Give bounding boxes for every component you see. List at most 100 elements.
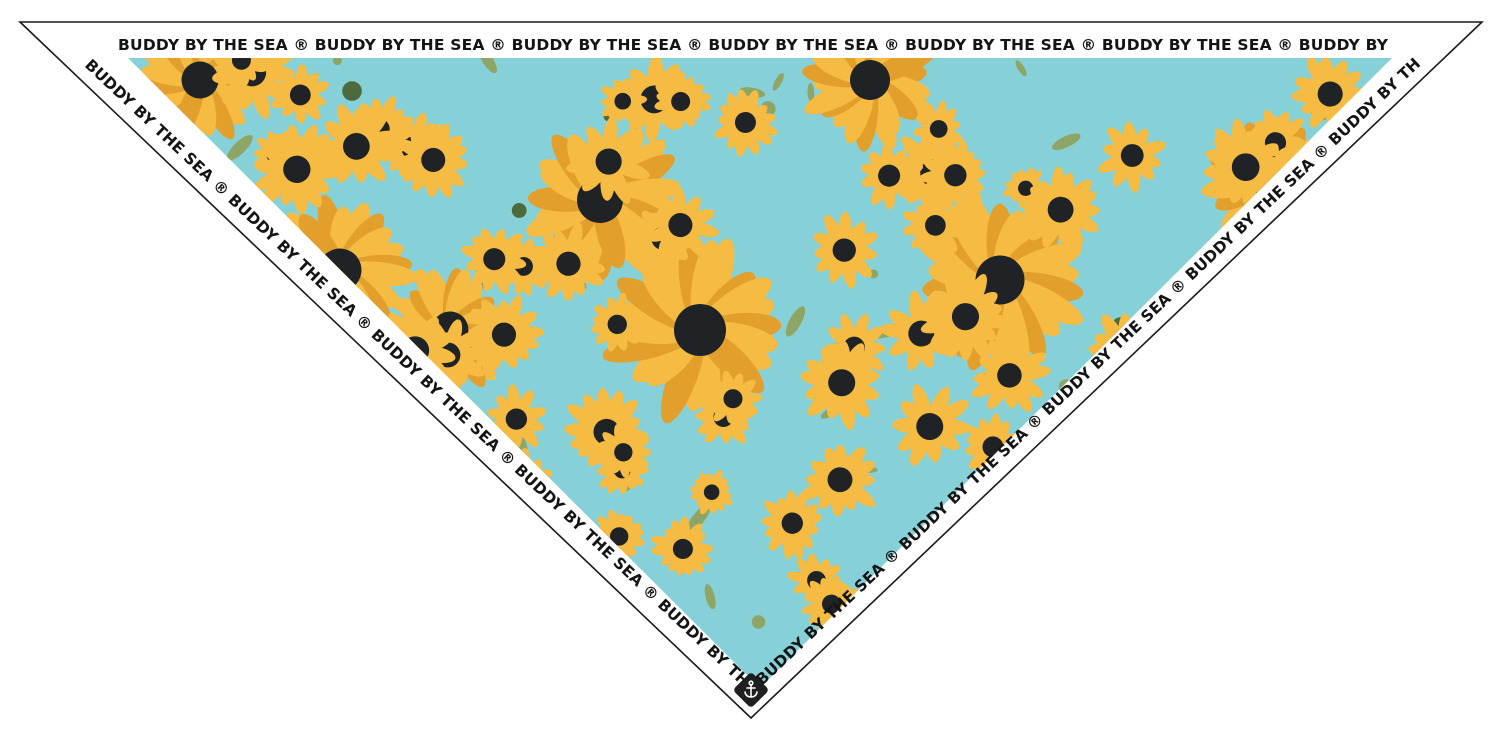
flower: [1085, 524, 1173, 611]
leaf: [250, 306, 274, 316]
flower: [471, 295, 545, 371]
leaf: [704, 584, 716, 610]
flower: [1019, 166, 1100, 253]
flower: [1171, 380, 1234, 445]
leaf: [1364, 459, 1392, 478]
flower: [566, 116, 654, 204]
leaf-dot: [1341, 549, 1353, 561]
leaf-dot: [1189, 516, 1209, 536]
flower: [644, 186, 720, 260]
flower: [456, 548, 523, 613]
leaf: [261, 350, 274, 363]
leaf: [421, 463, 431, 491]
leaf: [1237, 338, 1251, 366]
flower: [1102, 625, 1181, 688]
leaf-dot: [1288, 332, 1302, 346]
flower: [1105, 470, 1171, 536]
leaf: [193, 513, 220, 526]
flower: [131, 507, 212, 582]
flower: [283, 478, 344, 539]
flower: [439, 501, 524, 587]
leaf-dot: [607, 612, 626, 631]
leaf: [1246, 461, 1258, 492]
leaf-dot: [410, 439, 430, 460]
flower: [197, 484, 264, 555]
flower: [500, 611, 557, 664]
flower: [1338, 616, 1384, 662]
leaf-dot: [147, 383, 166, 403]
leaf-dot: [501, 643, 512, 654]
leaf: [807, 83, 815, 103]
leaf-dot: [751, 615, 766, 629]
leaf: [1352, 442, 1374, 450]
leaf: [1237, 495, 1247, 520]
leaf: [440, 530, 453, 559]
flower: [591, 292, 646, 352]
flower: [1267, 611, 1329, 675]
leaf-dot: [1274, 390, 1291, 406]
leaf: [411, 571, 428, 579]
leaf: [1112, 491, 1139, 506]
flower: [598, 423, 652, 478]
leaf: [1238, 269, 1260, 278]
leaf: [1328, 248, 1339, 275]
flower: [919, 140, 986, 209]
flower: [800, 340, 880, 431]
leaf: [226, 134, 253, 161]
flower: [761, 490, 822, 560]
flower: [602, 236, 782, 424]
leaf-dot: [332, 58, 342, 66]
flower: [1287, 363, 1371, 447]
leaf: [785, 306, 806, 337]
flower: [813, 211, 878, 289]
leaf: [226, 243, 256, 255]
flower: [1341, 344, 1389, 394]
leaf: [1051, 133, 1081, 151]
anchor-icon: [744, 680, 758, 698]
flower: [654, 71, 711, 129]
floral-pattern: [128, 58, 1392, 688]
flower: [1102, 373, 1185, 454]
flower: [211, 58, 273, 89]
flower: [1179, 492, 1225, 541]
flower: [913, 100, 964, 155]
flower: [714, 89, 778, 157]
leaf: [1015, 60, 1027, 77]
flower: [183, 379, 261, 465]
flower: [308, 104, 399, 183]
leaf: [1178, 331, 1195, 348]
flower: [971, 334, 1051, 413]
leaf-dot: [1370, 335, 1386, 351]
flower: [271, 64, 329, 124]
flower: [966, 627, 1020, 685]
leaf: [478, 58, 497, 74]
leaf: [415, 502, 432, 536]
leaf-dot: [1017, 650, 1030, 663]
leaf-dot: [511, 203, 527, 218]
flower: [651, 516, 714, 576]
flower: [1101, 457, 1178, 540]
flower: [1294, 333, 1354, 398]
leaf: [153, 363, 180, 373]
leaf-dot: [316, 490, 333, 507]
leaf: [1314, 551, 1330, 564]
leaf-dot: [132, 276, 146, 290]
flower: [802, 58, 939, 152]
flower: [1098, 121, 1167, 193]
leaf-dot: [342, 81, 362, 101]
leaf: [772, 72, 784, 91]
flower: [1054, 537, 1145, 621]
leaf: [373, 384, 391, 391]
flower: [469, 613, 549, 688]
flower: [702, 370, 763, 428]
flower: [800, 444, 876, 517]
leaf: [1082, 454, 1091, 475]
leaf-dot: [286, 507, 295, 516]
flower: [531, 222, 605, 301]
anchor-badge: [734, 673, 768, 707]
leaf: [1253, 402, 1261, 423]
leaf-dot: [255, 336, 265, 346]
flower: [461, 228, 529, 295]
flower: [601, 77, 648, 122]
